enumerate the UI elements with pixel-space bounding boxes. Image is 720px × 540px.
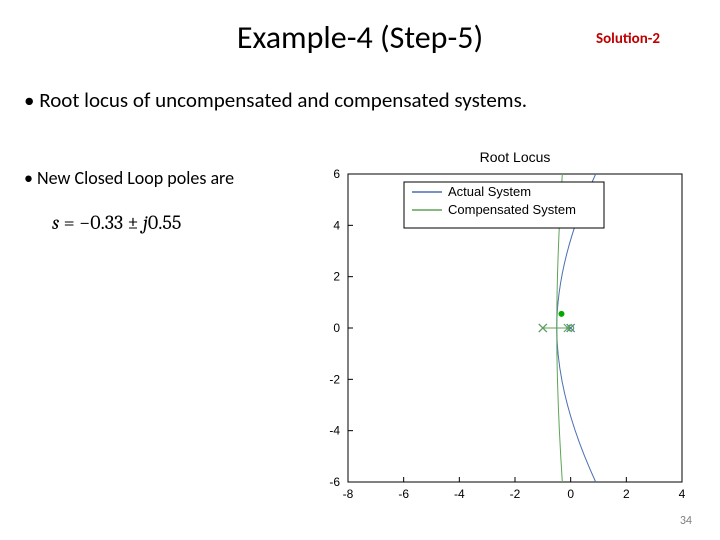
x-tick-label: -4 <box>454 487 465 501</box>
equation-eq: = <box>64 211 79 234</box>
y-tick-label: 6 <box>333 167 340 181</box>
page-number: 34 <box>680 514 692 528</box>
legend-label: Actual System <box>448 184 531 199</box>
solution-label: Solution-2 <box>596 30 660 48</box>
equation-im: 0.55 <box>148 211 181 234</box>
y-tick-label: 2 <box>333 270 340 284</box>
x-tick-label: 0 <box>567 487 574 501</box>
x-tick-label: -8 <box>343 487 354 501</box>
bullet-sub: New Closed Loop poles are <box>24 169 284 189</box>
chart-title: Root Locus <box>480 149 551 165</box>
bullet-main: Root locus of uncompensated and compensa… <box>24 87 720 113</box>
x-tick-label: 4 <box>679 487 686 501</box>
root-locus-chart: Root Locus-8-6-4-2024-6-4-20246Actual Sy… <box>302 148 692 508</box>
bullet-main-text: Root locus of uncompensated and compensa… <box>24 87 527 113</box>
x-tick-label: 2 <box>623 487 630 501</box>
y-tick-label: -6 <box>329 475 340 489</box>
equation-var: s <box>52 211 59 234</box>
x-tick-label: -2 <box>510 487 521 501</box>
equation-val: −0.33 ± <box>79 211 143 234</box>
y-tick-label: 4 <box>333 218 340 232</box>
x-tick-label: -6 <box>398 487 409 501</box>
legend-label: Compensated System <box>448 202 576 217</box>
y-tick-label: -4 <box>329 424 340 438</box>
y-tick-label: -2 <box>329 372 340 386</box>
bullet-sub-text: New Closed Loop poles are <box>24 167 234 189</box>
y-tick-label: 0 <box>333 321 340 335</box>
page-title: Example-4 (Step-5) <box>237 18 483 57</box>
closed-loop-pole <box>558 311 564 317</box>
